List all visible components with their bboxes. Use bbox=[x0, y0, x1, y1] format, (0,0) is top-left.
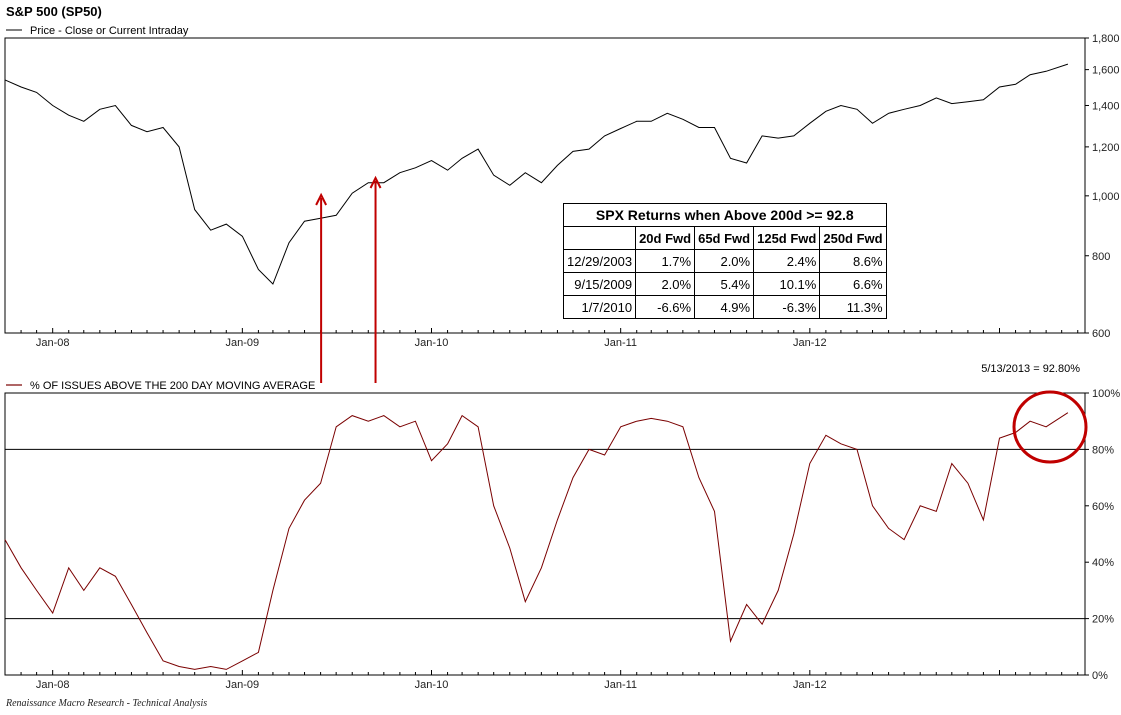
breadth-y-tick-label: 40% bbox=[1092, 557, 1114, 569]
price-y-tick-label: 1,600 bbox=[1092, 65, 1120, 77]
returns-table: SPX Returns when Above 200d >= 92.8 20d … bbox=[562, 203, 887, 319]
returns-table-caption: SPX Returns when Above 200d >= 92.8 bbox=[563, 203, 887, 227]
returns-table-column-header: 65d Fwd bbox=[694, 226, 755, 250]
returns-table-row: 9/15/2009 2.0% 5.4% 10.1% 6.6% bbox=[562, 272, 887, 296]
breadth-y-tick-label: 0% bbox=[1092, 670, 1108, 682]
returns-table-cell: -6.6% bbox=[635, 295, 696, 319]
price-y-tick-label: 800 bbox=[1092, 251, 1110, 263]
returns-table-cell: 2.0% bbox=[635, 272, 696, 296]
breadth-x-tick-label: Jan-09 bbox=[226, 679, 260, 691]
returns-table-cell: 2.4% bbox=[753, 249, 821, 273]
returns-table-cell: 12/29/2003 bbox=[562, 249, 637, 273]
returns-table-column-header: 125d Fwd bbox=[753, 226, 821, 250]
breadth-y-tick-label: 20% bbox=[1092, 614, 1114, 626]
returns-table-cell: 1/7/2010 bbox=[562, 295, 637, 319]
price-x-tick-label: Jan-08 bbox=[36, 337, 70, 349]
highlight-circle bbox=[1012, 390, 1088, 464]
breadth-y-tick-label: 80% bbox=[1092, 444, 1114, 456]
breadth-series-line bbox=[4, 412, 1069, 670]
returns-table-cell: 9/15/2009 bbox=[562, 272, 637, 296]
price-x-tick-label: Jan-11 bbox=[604, 337, 637, 349]
returns-table-row: 1/7/2010 -6.6% 4.9% -6.3% 11.3% bbox=[562, 295, 887, 319]
breadth-y-tick-label: 60% bbox=[1092, 501, 1114, 513]
breadth-y-tick-label: 100% bbox=[1092, 388, 1120, 400]
price-legend-label: Price - Close or Current Intraday bbox=[30, 25, 189, 37]
price-x-tick-label: Jan-09 bbox=[226, 337, 260, 349]
returns-table-container: SPX Returns when Above 200d >= 92.8 20d … bbox=[562, 203, 887, 319]
price-plot-frame bbox=[4, 37, 1086, 334]
signal-arrows bbox=[315, 175, 382, 383]
breadth-x-tick-label: Jan-12 bbox=[793, 679, 827, 691]
returns-table-cell: 8.6% bbox=[819, 249, 887, 273]
breadth-legend-label: % OF ISSUES ABOVE THE 200 DAY MOVING AVE… bbox=[30, 380, 315, 392]
price-y-tick-label: 1,000 bbox=[1092, 191, 1120, 203]
returns-table-cell: 6.6% bbox=[819, 272, 887, 296]
returns-table-cell: 5.4% bbox=[694, 272, 755, 296]
breadth-y-axis: 100% 80% 60% 40% 20% 0% bbox=[1085, 388, 1120, 682]
breadth-plot-frame bbox=[4, 392, 1086, 676]
returns-table-cell: 10.1% bbox=[753, 272, 821, 296]
signal-arrow-head bbox=[315, 192, 328, 206]
price-y-axis: 1,800 1,600 1,400 1,200 1,000 800 600 bbox=[1085, 33, 1120, 340]
price-y-tick-label: 1,400 bbox=[1092, 100, 1120, 112]
price-series-line bbox=[4, 63, 1069, 285]
price-panel-title: S&P 500 (SP50) bbox=[6, 4, 102, 19]
price-y-tick-label: 1,200 bbox=[1092, 142, 1120, 154]
price-y-tick-label: 600 bbox=[1092, 328, 1110, 340]
breadth-reference-lines bbox=[5, 448, 1085, 620]
returns-table-cell: 2.0% bbox=[694, 249, 755, 273]
price-x-axis: Jan-08 Jan-09 Jan-10 Jan-11 Jan-12 bbox=[4, 328, 1079, 349]
returns-table-column-header: 20d Fwd bbox=[635, 226, 696, 250]
price-y-tick-label: 1,800 bbox=[1092, 33, 1120, 45]
returns-table-row: 12/29/2003 1.7% 2.0% 2.4% 8.6% bbox=[562, 249, 887, 273]
returns-table-cell: -6.3% bbox=[753, 295, 821, 319]
breadth-x-tick-label: Jan-08 bbox=[36, 679, 70, 691]
returns-table-column-header bbox=[562, 226, 637, 250]
returns-table-column-header: 250d Fwd bbox=[819, 226, 887, 250]
returns-table-body: 12/29/2003 1.7% 2.0% 2.4% 8.6% 9/15/2009 2.0% 5… bbox=[562, 249, 887, 319]
price-x-tick-label: Jan-12 bbox=[793, 337, 827, 349]
returns-table-cell: 11.3% bbox=[819, 295, 887, 319]
footer-credit: Renaissance Macro Research - Technical A… bbox=[5, 698, 207, 709]
price-x-tick-label: Jan-10 bbox=[415, 337, 449, 349]
returns-table-cell: 4.9% bbox=[694, 295, 755, 319]
returns-table-cell: 1.7% bbox=[635, 249, 696, 273]
breadth-x-axis: Jan-08 Jan-09 Jan-10 Jan-11 Jan-12 bbox=[4, 670, 1079, 691]
returns-table-header-row: 20d Fwd 65d Fwd 125d Fwd 250d Fwd bbox=[562, 226, 887, 250]
breadth-annotation: 5/13/2013 = 92.80% bbox=[981, 363, 1080, 375]
signal-arrow-head bbox=[369, 175, 382, 189]
breadth-x-tick-label: Jan-11 bbox=[604, 679, 637, 691]
breadth-x-tick-label: Jan-10 bbox=[415, 679, 449, 691]
